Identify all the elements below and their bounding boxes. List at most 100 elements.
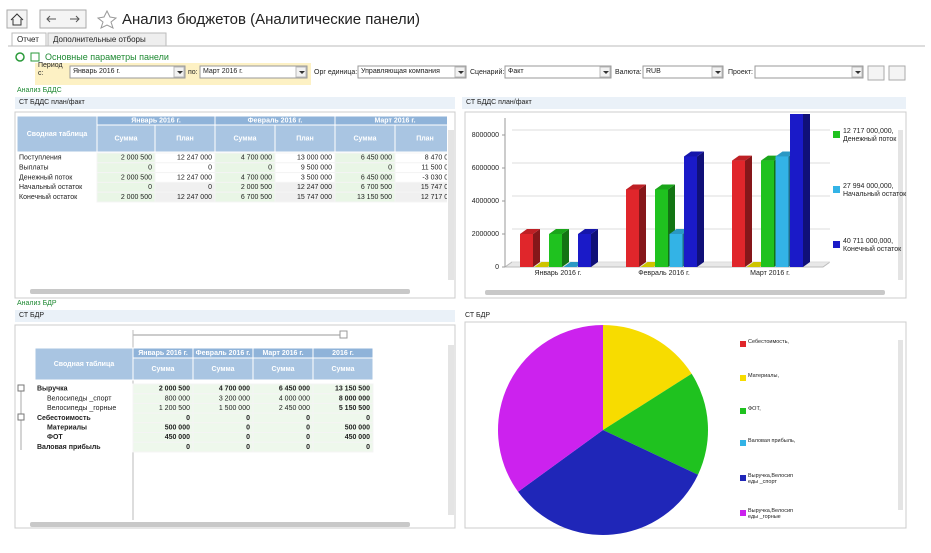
cell-value: 15 747 00 (421, 184, 452, 191)
row-label: Выручка (37, 386, 68, 393)
row-label: Выплаты (19, 165, 49, 172)
cell-value: 2 000 500 (241, 184, 272, 191)
tree-toggle[interactable] (17, 384, 25, 392)
y-tick-label: 0 (495, 264, 499, 271)
input-box[interactable] (199, 65, 308, 79)
tree-toggle[interactable] (17, 413, 25, 421)
bar (684, 156, 697, 267)
field-value[interactable]: Факт (508, 68, 524, 75)
params-title[interactable]: Основные параметры панели (45, 52, 169, 62)
panel-title: СТ БДДС план/факт (19, 99, 85, 106)
refresh-icon[interactable] (15, 52, 25, 62)
legend-swatch (833, 186, 840, 193)
legend-swatch (833, 241, 840, 248)
collapse-box[interactable] (339, 330, 348, 339)
data-cell (154, 162, 216, 174)
data-cell (252, 412, 314, 424)
cell-value: 13 150 500 (335, 386, 370, 393)
cell-value: 12 247 000 (297, 184, 332, 191)
cell-value: 0 (148, 165, 152, 172)
nav-buttons[interactable] (39, 9, 87, 29)
legend-swatch (833, 131, 840, 138)
scrollbar[interactable] (898, 130, 903, 280)
cell-value: 6 450 000 (361, 174, 392, 181)
row-label: Велосипеды _горные (47, 405, 116, 412)
input-box[interactable] (69, 65, 186, 79)
cell-value: 0 (208, 165, 212, 172)
bar (655, 189, 668, 267)
cell-value: 6 700 500 (361, 184, 392, 191)
field-value[interactable]: Управляющая компания (361, 68, 440, 75)
filter-button[interactable] (867, 65, 885, 81)
scrollbar[interactable] (30, 522, 410, 527)
period-header: Январь 2016 г. (138, 350, 188, 357)
panel-title: СТ БДР (465, 312, 491, 319)
bar-top (520, 228, 540, 234)
bar-top (655, 184, 675, 190)
cell-value: 0 (306, 424, 310, 431)
column-header: Сумма (331, 366, 354, 373)
cell-value: 0 (186, 415, 190, 422)
scrollbar[interactable] (485, 290, 885, 295)
cell-value: 12 247 000 (177, 155, 212, 162)
input-box[interactable] (642, 65, 724, 79)
bar-side (533, 228, 540, 267)
bar-side (562, 228, 569, 267)
cell-value: 11 500 00 (421, 165, 452, 172)
field-value[interactable]: Январь 2016 г. (73, 68, 121, 75)
data-cell (96, 181, 156, 193)
legend-swatch (740, 475, 746, 481)
field-value[interactable]: Март 2016 г. (203, 68, 243, 75)
bar-top (732, 155, 752, 161)
cell-value: 4 700 000 (219, 386, 250, 393)
data-cell (312, 441, 374, 453)
column-header: Сумма (151, 366, 174, 373)
period-header: Февраль 2016 г. (196, 350, 251, 357)
legend-swatch (740, 375, 746, 381)
cell-value: 0 (306, 434, 310, 441)
scrollbar[interactable] (898, 340, 903, 510)
column-header: Сумма (114, 135, 137, 142)
cell-value: 5 150 500 (339, 405, 370, 412)
section-title: Анализ БДДС (17, 87, 62, 94)
column-header: План (176, 135, 194, 142)
input-box[interactable] (504, 65, 612, 79)
bar (669, 233, 683, 267)
header-cell (96, 124, 156, 153)
panel-header (15, 97, 455, 109)
home-button[interactable] (6, 9, 28, 29)
bar-side (639, 184, 646, 267)
input-box[interactable] (357, 65, 467, 79)
field-value[interactable]: RUB (646, 68, 661, 75)
pivot-table: Сводная таблица Январь 2016 г. Февраль 201… (17, 115, 452, 203)
cell-value: 0 (246, 415, 250, 422)
cell-value: 500 000 (165, 424, 190, 431)
favorite-star[interactable] (96, 9, 118, 29)
data-cell (192, 412, 254, 424)
column-header: План (296, 135, 314, 142)
cell-value: 1 200 500 (159, 405, 190, 412)
panel-title: СТ БДР (19, 312, 45, 319)
clear-filter-button[interactable] (888, 65, 906, 81)
x-tick-label: Январь 2016 г. (534, 270, 581, 277)
data-cell (214, 162, 276, 174)
legend-label: 40 711 000,000, Конечный остаток (843, 238, 902, 253)
collapse-toggle[interactable] (30, 52, 40, 62)
scrollbar[interactable] (448, 130, 454, 280)
tab-label[interactable]: Дополнительные отборы (53, 35, 146, 44)
dropdown-arrow (177, 71, 183, 74)
data-cell (96, 162, 156, 174)
data-cell (132, 412, 194, 424)
panel-frame (14, 111, 456, 299)
pie-slice (603, 373, 709, 475)
row-label: Материалы (47, 424, 87, 431)
data-cell (252, 432, 314, 443)
y-tick-label: 2000000 (472, 231, 499, 238)
scrollbar[interactable] (448, 345, 454, 515)
tab-label[interactable]: Отчет (17, 35, 39, 44)
scrollbar[interactable] (30, 289, 410, 294)
bar (775, 156, 789, 267)
input-box[interactable] (754, 65, 864, 79)
